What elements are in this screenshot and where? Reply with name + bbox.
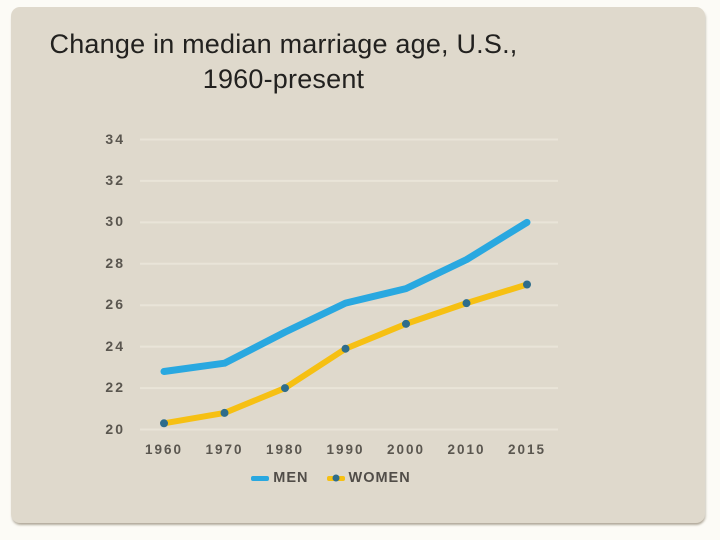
y-tick-label: 24 <box>105 337 125 354</box>
chart-title-line-1: Change in median marriage age, U.S., <box>49 29 518 59</box>
legend-label-men: MEN <box>273 470 309 486</box>
y-tick-label: 20 <box>105 420 125 437</box>
x-tick-label: 2010 <box>447 442 486 457</box>
chart-legend: MEN WOMEN <box>161 470 501 486</box>
women-marker-dot-icon <box>332 474 340 482</box>
women-marker-dot <box>160 419 168 428</box>
chart-title-line-2: 1960-present <box>202 64 365 94</box>
y-tick-label: 28 <box>105 254 125 271</box>
x-tick-label: 1980 <box>265 442 305 457</box>
y-tick-label: 32 <box>105 171 125 188</box>
y-tick-label: 30 <box>105 213 125 230</box>
y-tick-label: 34 <box>105 130 125 147</box>
women-marker-dot <box>402 319 410 328</box>
x-tick-label: 2015 <box>507 442 547 457</box>
women-marker-dot <box>462 299 471 308</box>
legend-item-men: MEN <box>251 470 308 486</box>
legend-item-women: WOMEN <box>326 470 411 486</box>
chart-title: Change in median marriage age, U.S., 196… <box>11 27 556 97</box>
women-marker-dot <box>220 408 229 417</box>
slide-canvas: Change in median marriage age, U.S., 196… <box>11 7 705 523</box>
y-tick-label: 22 <box>105 379 125 396</box>
women-marker-dot <box>523 280 531 289</box>
x-tick-label: 1990 <box>326 442 365 457</box>
women-marker-dot <box>341 344 350 353</box>
x-tick-label: 1960 <box>144 442 184 457</box>
y-tick-label: 26 <box>105 296 125 313</box>
line-chart-plot <box>140 138 558 431</box>
men-line-series <box>160 218 531 375</box>
x-tick-label: 1970 <box>205 442 244 457</box>
legend-label-women: WOMEN <box>348 470 411 486</box>
women-marker-dot <box>281 384 289 393</box>
men-line-swatch-icon <box>251 475 270 481</box>
women-line-swatch-icon <box>326 474 345 482</box>
gridlines <box>140 138 558 431</box>
x-tick-label: 2000 <box>386 442 426 457</box>
